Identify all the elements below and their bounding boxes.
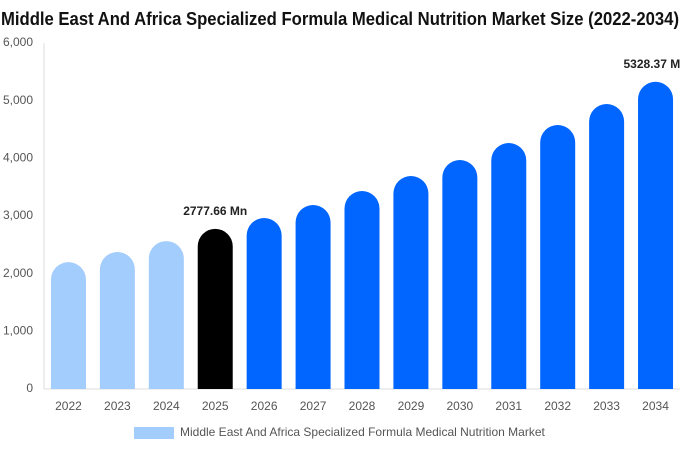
bar (197, 228, 233, 389)
y-tick-label: 6,000 (3, 35, 33, 49)
x-tick-label: 2024 (153, 399, 180, 413)
y-tick-label: 2,000 (3, 266, 33, 280)
x-tick-label: 2026 (251, 399, 278, 413)
x-tick-label: 2025 (202, 399, 229, 413)
bar (50, 262, 86, 389)
bar (148, 241, 184, 389)
chart-title: Middle East And Africa Specialized Formu… (1, 9, 679, 29)
x-tick-label: 2022 (55, 399, 82, 413)
x-tick-label: 2030 (446, 399, 473, 413)
x-tick-label: 2023 (104, 399, 131, 413)
value-label: 2777.66 Mn (183, 204, 247, 218)
y-tick-label: 3,000 (3, 208, 33, 222)
bar (638, 81, 674, 390)
bar (589, 104, 625, 389)
x-tick-label: 2033 (593, 399, 620, 413)
y-tick-label: 5,000 (3, 93, 33, 107)
x-tick-label: 2034 (642, 399, 669, 413)
bar (99, 252, 135, 389)
bar (540, 125, 576, 390)
x-tick-label: 2028 (349, 399, 376, 413)
x-tick-label: 2027 (300, 399, 327, 413)
bar (344, 191, 380, 389)
bar (442, 160, 478, 389)
x-tick-label: 2031 (495, 399, 522, 413)
bar (246, 218, 282, 389)
y-tick-label: 4,000 (3, 151, 33, 165)
legend-swatch (134, 427, 174, 439)
x-tick-label: 2032 (544, 399, 571, 413)
y-tick-label: 0 (26, 381, 33, 395)
x-tick-label: 2029 (398, 399, 425, 413)
bar (295, 205, 331, 389)
value-label: 5328.37 Mn (624, 57, 680, 71)
y-tick-label: 1,000 (3, 324, 33, 338)
bar (393, 176, 429, 389)
legend-label: Middle East And Africa Specialized Formu… (180, 425, 545, 439)
bar (491, 142, 527, 389)
